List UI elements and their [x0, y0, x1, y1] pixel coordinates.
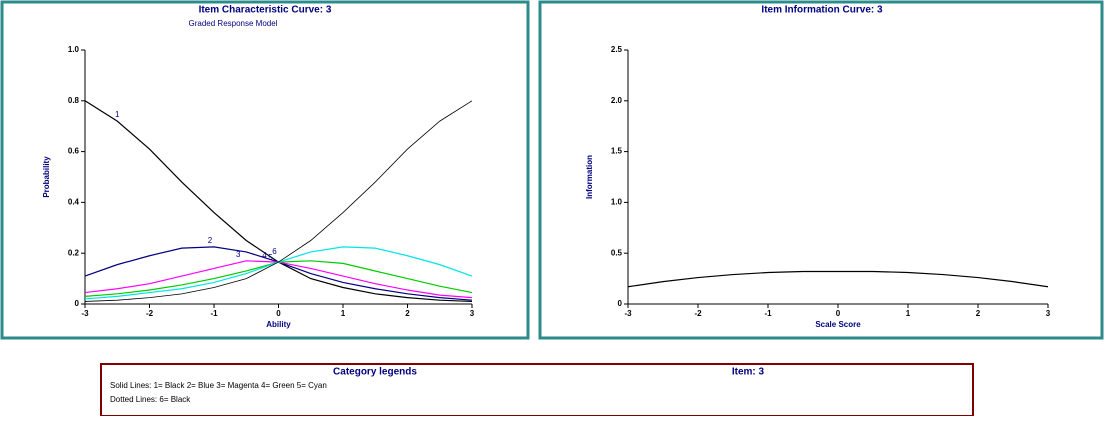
y-tick-label: 0.2 — [68, 248, 80, 257]
y-tick-label: 1.0 — [611, 198, 623, 207]
x-tick-label: 3 — [1046, 309, 1051, 318]
x-tick-label: 3 — [470, 309, 475, 318]
y-tick-label: 0.6 — [68, 147, 80, 156]
y-tick-label: 2.5 — [611, 45, 623, 54]
legend-line: Solid Lines: 1= Black 2= Blue 3= Magenta… — [110, 381, 327, 390]
y-tick-label: 0 — [75, 299, 80, 308]
page: Category legends Item: 3 Solid Lines: 1=… — [0, 0, 1106, 416]
curve-label: 4 — [262, 251, 267, 260]
curve-label: 6 — [272, 247, 277, 256]
chart-title: Item Information Curve: 3 — [761, 5, 883, 16]
legend-title: Category legends — [333, 367, 417, 378]
y-tick-label: 1.5 — [611, 147, 623, 156]
legend-line: Dotted Lines: 6= Black — [110, 395, 191, 404]
curve — [85, 101, 472, 302]
x-tick-label: -3 — [624, 309, 632, 318]
y-tick-label: 0.5 — [611, 248, 623, 257]
x-tick-label: 0 — [836, 309, 841, 318]
y-tick-label: 0 — [618, 299, 623, 308]
chart-title: Item Characteristic Curve: 3 — [199, 5, 332, 16]
curve — [85, 101, 472, 302]
x-tick-label: -3 — [81, 309, 89, 318]
x-tick-label: -2 — [146, 309, 154, 318]
x-tick-label: -1 — [764, 309, 772, 318]
legend-item: Item: 3 — [732, 367, 765, 378]
curve-label: 3 — [236, 250, 241, 259]
curve — [85, 247, 472, 300]
x-tick-label: -1 — [210, 309, 218, 318]
chart-subtitle: Graded Response Model — [189, 19, 278, 28]
x-tick-label: -2 — [694, 309, 702, 318]
panel-frame — [540, 2, 1102, 338]
y-tick-label: 2.0 — [611, 96, 623, 105]
y-tick-label: 0.8 — [68, 96, 80, 105]
y-axis-label: Probability — [42, 156, 51, 198]
screen: Category legends Item: 3 Solid Lines: 1=… — [0, 0, 1106, 416]
curve — [85, 261, 472, 298]
y-tick-label: 0.4 — [68, 198, 80, 207]
x-tick-label: 0 — [276, 309, 281, 318]
x-axis-label: Scale Score — [815, 320, 861, 329]
x-tick-label: 2 — [976, 309, 981, 318]
curve-label: 2 — [208, 236, 213, 245]
y-tick-label: 1.0 — [68, 45, 80, 54]
curve — [628, 271, 1048, 286]
x-axis-label: Ability — [266, 320, 291, 329]
y-axis-label: Information — [585, 155, 594, 199]
x-tick-label: 1 — [341, 309, 346, 318]
x-tick-label: 2 — [405, 309, 410, 318]
x-tick-label: 1 — [906, 309, 911, 318]
curve-label: 1 — [115, 110, 120, 119]
